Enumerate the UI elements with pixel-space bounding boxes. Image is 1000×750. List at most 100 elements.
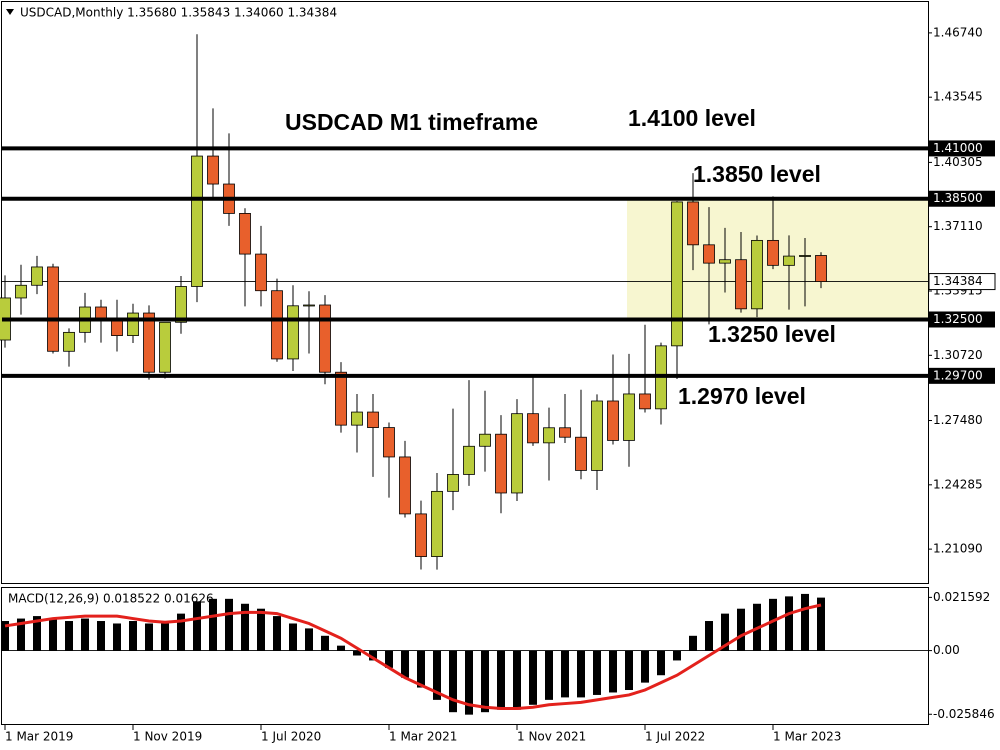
macd-bar <box>113 623 121 651</box>
candle-body <box>271 290 283 360</box>
macd-bar <box>689 635 697 651</box>
macd-bar <box>657 650 665 676</box>
candle-body <box>319 304 331 373</box>
macd-bar <box>225 598 233 651</box>
y-tick-label: 1.43545 <box>933 90 983 104</box>
x-tick-label: 1 Jul 2020 <box>261 730 321 744</box>
macd-bar <box>513 650 521 710</box>
macd-bar <box>641 650 649 683</box>
macd-bar <box>81 618 89 651</box>
candle-body <box>751 239 763 310</box>
y-tick-label: 1.40305 <box>933 155 983 169</box>
macd-y-tick-label: -0.025846 <box>933 707 995 721</box>
candle-body <box>335 371 347 426</box>
x-tick-label: 1 Jul 2022 <box>645 730 705 744</box>
candle-body <box>543 427 555 444</box>
level-annotation: 1.3250 level <box>708 321 836 347</box>
macd-bar <box>273 616 281 651</box>
macd-bar <box>465 650 473 715</box>
macd-bar <box>145 623 153 651</box>
macd-bar <box>33 616 41 651</box>
macd-bar <box>593 650 601 695</box>
candle-body <box>159 321 171 373</box>
candle-body <box>575 436 587 471</box>
candle-body <box>63 331 75 352</box>
macd-bar <box>257 608 265 651</box>
macd-bar <box>65 621 73 651</box>
macd-bar <box>369 650 377 661</box>
price-label-box <box>928 273 996 291</box>
macd-bar <box>97 621 105 651</box>
candle-body <box>351 411 363 426</box>
candle-body <box>431 490 443 557</box>
chart-header: USDCAD,Monthly 1.35680 1.35843 1.34060 1… <box>20 6 337 20</box>
macd-bar <box>17 618 25 651</box>
y-tick-label: 1.30720 <box>933 348 983 362</box>
candle-body <box>191 155 203 287</box>
candle-body <box>767 239 779 266</box>
macd-bar <box>449 650 457 713</box>
macd-bar <box>769 598 777 651</box>
candle-body <box>303 304 315 307</box>
candle-body <box>383 427 395 458</box>
macd-bar <box>385 650 393 668</box>
candle-body <box>111 319 123 336</box>
macd-signal-line <box>4 603 822 710</box>
candle-body <box>287 305 299 360</box>
macd-bar <box>545 650 553 700</box>
candle-body <box>815 255 827 282</box>
candle-body <box>639 393 651 410</box>
candle-body <box>239 213 251 255</box>
macd-bar <box>401 650 409 678</box>
candle-body <box>399 456 411 515</box>
header-arrow <box>6 9 14 15</box>
candle-body <box>511 413 523 494</box>
y-tick-label: 1.21090 <box>933 542 983 556</box>
candle-body <box>31 266 43 286</box>
macd-bar <box>497 650 505 710</box>
x-tick-label: 1 Nov 2019 <box>133 730 202 744</box>
macd-bar <box>1 621 9 651</box>
macd-bar <box>161 623 169 651</box>
y-tick-label: 1.46740 <box>933 25 983 39</box>
macd-bar <box>481 650 489 713</box>
macd-bar <box>705 621 713 651</box>
candle-body <box>687 201 699 246</box>
macd-bar <box>785 596 793 651</box>
y-tick-label: 1.37110 <box>933 219 983 233</box>
macd-bar <box>49 618 57 651</box>
candle-body <box>127 312 139 336</box>
macd-bar <box>529 650 537 705</box>
level-annotation: 1.2970 level <box>678 383 806 409</box>
candle-body <box>479 433 491 447</box>
x-tick-label: 1 Mar 2021 <box>389 730 457 744</box>
level-axis-label: 1.41000 <box>933 141 983 155</box>
x-tick-label: 1 Mar 2023 <box>773 730 841 744</box>
macd-bar <box>417 650 425 688</box>
candle-body <box>143 312 155 373</box>
macd-bar <box>625 650 633 691</box>
x-tick-label: 1 Mar 2019 <box>5 730 73 744</box>
level-annotation: 1.3850 level <box>693 161 821 187</box>
macd-bar <box>337 645 345 651</box>
macd-bar <box>673 650 681 661</box>
candle-body <box>799 255 811 257</box>
level-axis-label: 1.29700 <box>933 368 983 382</box>
candle-body <box>15 284 27 299</box>
macd-bar <box>577 650 585 698</box>
candle-body <box>623 393 635 441</box>
candle-body <box>415 513 427 557</box>
candle-body <box>447 474 459 492</box>
level-axis-label: 1.38500 <box>933 191 983 205</box>
candle-body <box>783 255 795 266</box>
candle-body <box>559 427 571 438</box>
candle-body <box>255 253 267 292</box>
macd-bar <box>721 613 729 651</box>
macd-bar <box>177 613 185 651</box>
macd-bar <box>801 593 809 651</box>
macd-y-tick-label: 0.00 <box>933 643 960 657</box>
y-tick-label: 1.27480 <box>933 413 983 427</box>
macd-bar <box>209 598 217 651</box>
candle-body <box>463 445 475 475</box>
